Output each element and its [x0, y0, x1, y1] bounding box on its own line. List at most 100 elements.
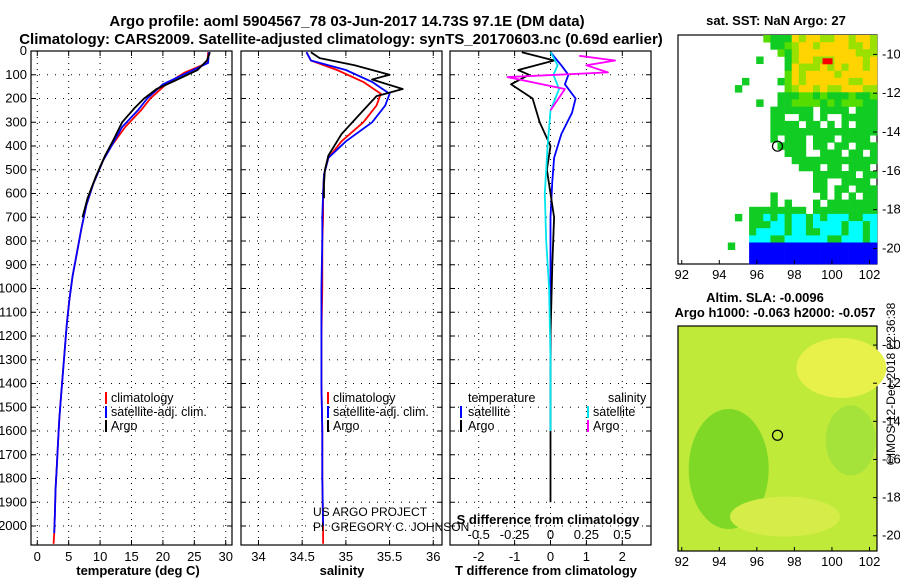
sst-cell	[784, 77, 792, 86]
sst-cell	[813, 49, 821, 57]
sst-cell	[791, 213, 800, 222]
sst-cell	[798, 49, 807, 57]
sst-cell	[869, 206, 878, 215]
sst-cell	[862, 85, 871, 93]
map-x-tick-label: 100	[821, 267, 843, 282]
map-y-tick-label: -12	[882, 85, 900, 100]
sst-cell	[848, 171, 856, 179]
sst-map-title: sat. SST: NaN Argo: 27	[706, 13, 846, 28]
series-argo	[81, 51, 211, 218]
sst-cell	[798, 92, 807, 100]
sst-cell	[784, 199, 792, 208]
sst-cell	[862, 199, 871, 208]
sst-cell	[805, 92, 814, 100]
sst-cell	[784, 221, 792, 229]
sst-cell	[756, 56, 764, 64]
sst-cell	[798, 228, 807, 236]
sst-cell	[777, 99, 785, 107]
sst-cell	[777, 92, 785, 100]
sst-cell	[834, 235, 842, 243]
sst-cell	[813, 178, 821, 186]
sst-cell	[855, 85, 864, 93]
sst-cell	[813, 242, 821, 250]
sst-cell	[855, 156, 864, 165]
sst-cell	[805, 213, 814, 222]
sst-cell	[855, 228, 864, 236]
sst-cell	[841, 206, 849, 215]
sst-cell	[862, 178, 871, 186]
sst-cell	[848, 192, 856, 200]
sst-cell	[813, 128, 821, 136]
map-y-tick-label: -20	[882, 240, 900, 255]
sst-cell	[756, 221, 764, 229]
difference-legend: temperature salinity satellite Argo sate…	[460, 391, 647, 433]
sst-cell	[798, 135, 807, 143]
sst-cell	[848, 235, 856, 243]
sst-cell	[820, 192, 828, 200]
sst-cell	[763, 221, 771, 229]
depth-tick-label: 1700	[0, 447, 27, 462]
sst-cell	[770, 213, 778, 222]
sst-cell	[813, 163, 821, 172]
sst-cell	[777, 242, 785, 250]
sst-cell	[869, 106, 878, 115]
sst-cell	[827, 149, 835, 157]
sst-cell	[798, 128, 807, 136]
sst-cell	[813, 92, 821, 100]
sst-cell	[791, 228, 800, 236]
sst-cell	[855, 99, 864, 107]
sst-cell	[770, 242, 778, 250]
sst-cell	[777, 120, 785, 129]
sst-cell	[869, 120, 878, 129]
depth-tick-label: 1100	[0, 304, 27, 319]
sst-cell	[862, 135, 871, 143]
sst-cell	[798, 99, 807, 107]
sst-cell	[813, 70, 821, 79]
sst-cell	[834, 206, 842, 215]
sst-cell	[798, 213, 807, 222]
sst-cell	[784, 42, 792, 50]
sst-cell	[869, 242, 878, 250]
sst-cell	[848, 256, 856, 265]
sst-cell	[848, 135, 856, 143]
sst-cell	[855, 56, 864, 64]
sst-cell	[848, 70, 856, 79]
sst-cell	[784, 249, 792, 258]
sst-cell	[798, 235, 807, 243]
x-tick-label: 34.5	[290, 549, 315, 564]
sst-cell	[848, 77, 856, 86]
sst-cell	[841, 63, 849, 72]
sst-cell	[813, 135, 821, 143]
series-salinity-satellite	[543, 51, 560, 431]
sst-cell	[756, 249, 764, 258]
sst-cell	[827, 128, 835, 136]
sst-cell	[869, 142, 878, 150]
sst-cell	[770, 35, 778, 43]
sst-cell	[784, 256, 792, 265]
sst-cell	[841, 228, 849, 236]
legend-label-s-satellite: satellite	[593, 405, 635, 419]
s-diff-tick-label: -0.5	[468, 527, 490, 542]
sst-cell	[862, 156, 871, 165]
sst-cell	[798, 42, 807, 50]
sst-cell	[820, 135, 828, 143]
legend-heading-salinity: salinity	[608, 391, 647, 405]
sst-cell	[848, 199, 856, 208]
sst-cell	[770, 135, 778, 143]
imos-stamp: ©IMOS 12-Dec-2018 22:36:38	[884, 302, 898, 465]
sst-cell	[820, 149, 828, 157]
sst-cell	[820, 92, 828, 100]
sst-cell	[848, 63, 856, 72]
sst-cell	[848, 249, 856, 258]
sst-cell	[777, 221, 785, 229]
sst-cell	[841, 156, 849, 165]
sst-cell	[813, 185, 821, 193]
sst-cell	[777, 128, 785, 136]
sla-patch	[796, 337, 887, 398]
sst-cell	[834, 213, 842, 222]
sst-cell	[841, 128, 849, 136]
sst-cell	[791, 63, 800, 72]
sst-cell	[862, 99, 871, 107]
sst-cell	[820, 142, 828, 150]
sst-cell	[841, 142, 849, 150]
